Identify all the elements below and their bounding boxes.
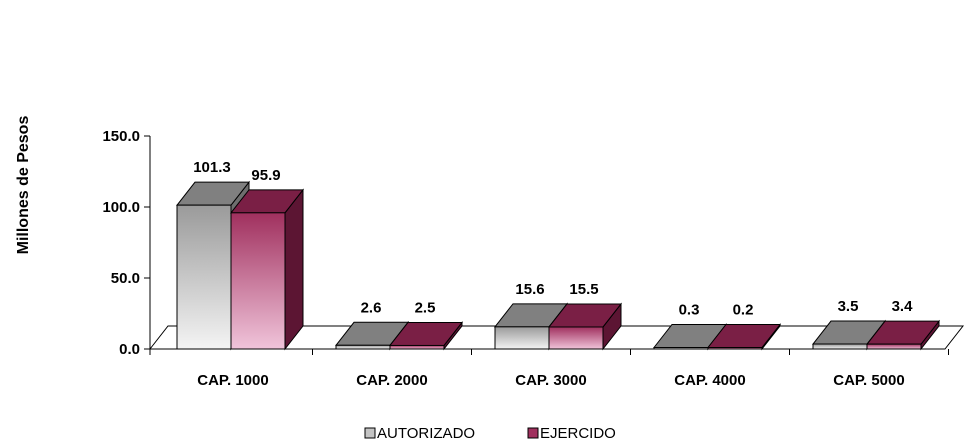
- legend: AUTORIZADO EJERCIDO: [364, 425, 616, 442]
- legend-label-ejercido: EJERCIDO: [540, 425, 616, 442]
- y-tick-label: 150.0: [102, 128, 140, 145]
- data-label-autorizado: 2.6: [361, 299, 382, 316]
- bar-ejercido: [388, 320, 464, 351]
- x-tick-label: CAP. 5000: [833, 372, 904, 389]
- data-labels-group: 101.3 95.9 2.6 2.5 15.6 15.5 0.3 0.2 3.5 3.4: [193, 159, 913, 318]
- data-label-ejercido: 95.9: [251, 167, 280, 184]
- data-label-ejercido: 2.5: [415, 299, 436, 316]
- x-tick-label: CAP. 2000: [356, 372, 427, 389]
- data-label-autorizado: 3.5: [838, 298, 859, 315]
- bar-side-face: [284, 188, 304, 351]
- legend-swatch-autorizado: [364, 427, 376, 439]
- bar-front-face: [335, 344, 391, 350]
- bars-group: [175, 180, 941, 351]
- y-axis-title: Millones de Pesos: [15, 116, 32, 255]
- bar-front-face: [176, 204, 232, 350]
- data-label-ejercido: 0.2: [733, 302, 754, 319]
- bar-front-face: [389, 344, 445, 350]
- y-tick-label: 100.0: [102, 199, 140, 216]
- legend-label-autorizado: AUTORIZADO: [377, 425, 475, 442]
- bar-front-face: [230, 212, 286, 350]
- bar-ejercido: [547, 302, 623, 351]
- bar-front-face: [707, 347, 763, 350]
- bar-ejercido: [706, 323, 782, 351]
- bar-front-face: [653, 347, 709, 350]
- x-tick-label: CAP. 3000: [515, 372, 586, 389]
- x-tick-label: CAP. 4000: [674, 372, 745, 389]
- bar-front-face: [494, 326, 550, 350]
- y-tick-label: 50.0: [111, 270, 140, 287]
- legend-swatch-ejercido: [527, 427, 539, 439]
- bar-ejercido: [865, 319, 941, 351]
- data-label-autorizado: 101.3: [193, 159, 231, 176]
- data-label-autorizado: 15.6: [515, 281, 544, 298]
- data-label-ejercido: 3.4: [892, 298, 914, 315]
- data-label-autorizado: 0.3: [679, 302, 700, 319]
- bar-front-face: [812, 343, 868, 350]
- bar-front-face: [548, 326, 604, 350]
- bar-ejercido: [229, 188, 305, 351]
- data-label-ejercido: 15.5: [569, 281, 598, 298]
- bar-front-face: [866, 343, 922, 350]
- y-tick-label: 0.0: [119, 341, 140, 358]
- x-tick-label: CAP. 1000: [197, 372, 268, 389]
